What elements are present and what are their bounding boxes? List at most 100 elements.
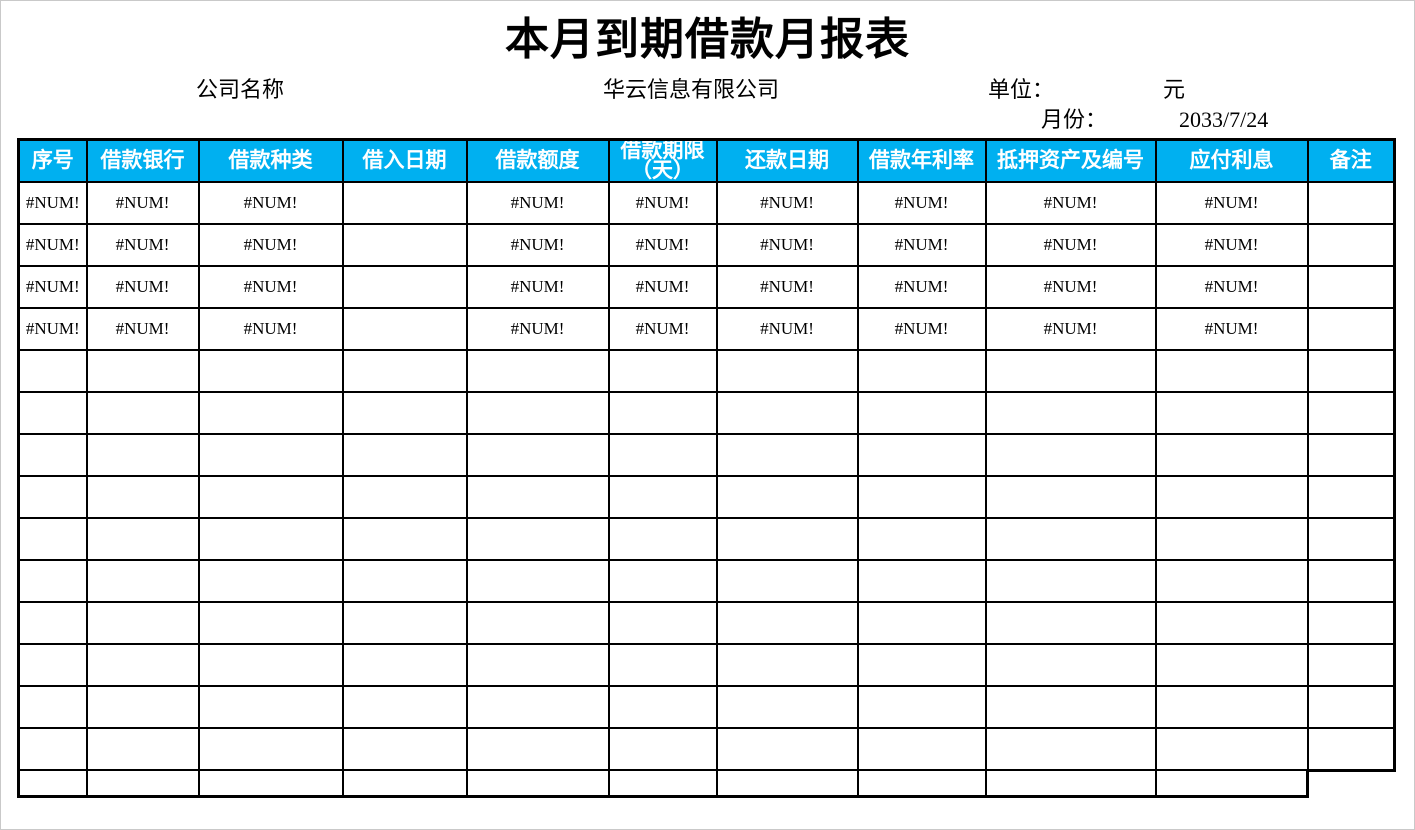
cell-r7c8 — [984, 475, 1157, 519]
col-header-1: 借款银行 — [85, 138, 200, 183]
cell-r8c3 — [341, 517, 468, 561]
cell-r12c9 — [1154, 685, 1309, 729]
unit-label: 单位： — [988, 77, 1055, 102]
cell-r13c1 — [85, 727, 200, 771]
cell-r7c4 — [465, 475, 610, 519]
cell-r9c1 — [85, 559, 200, 603]
cell-r1c2: #NUM! — [197, 223, 344, 267]
table-row — [17, 475, 1396, 519]
cell-r1c1: #NUM! — [85, 223, 200, 267]
cell-r4c6 — [715, 349, 859, 393]
table-row: #NUM! #NUM! #NUM! #NUM! #NUM! #NUM! #NUM! #NUM!… — [17, 307, 1396, 351]
col-header-10: 备注 — [1306, 138, 1396, 183]
cell-r9c8 — [984, 559, 1157, 603]
cell-r9c0 — [17, 559, 88, 603]
cell-r6c8 — [984, 433, 1157, 477]
cell-r12c7 — [856, 685, 987, 729]
cell-r10c5 — [607, 601, 718, 645]
cell-r4c2 — [197, 349, 344, 393]
cell-r8c5 — [607, 517, 718, 561]
cell-r13c0 — [17, 727, 88, 771]
cell-r10c3 — [341, 601, 468, 645]
cell-r12c5 — [607, 685, 718, 729]
cell-r2c8: #NUM! — [984, 265, 1157, 309]
cell-r6c6 — [715, 433, 859, 477]
cell-r5c3 — [341, 391, 468, 435]
cell-r8c1 — [85, 517, 200, 561]
page-title: 本月到期借款月报表 — [505, 15, 910, 64]
cell-r9c6 — [715, 559, 859, 603]
cell-r2c4: #NUM! — [465, 265, 610, 309]
cell-r10c8 — [984, 601, 1157, 645]
cell-r8c2 — [197, 517, 344, 561]
cell-r8c4 — [465, 517, 610, 561]
cell-r4c9 — [1154, 349, 1309, 393]
loan-table-body: #NUM! #NUM! #NUM! #NUM! #NUM! #NUM! #NUM! #NUM!… — [17, 181, 1396, 798]
col-header-2: 借款种类 — [197, 138, 344, 183]
cell-r3c10 — [1306, 307, 1396, 351]
cell-r14c3 — [341, 769, 468, 798]
cell-r4c7 — [856, 349, 987, 393]
cell-r14c0 — [17, 769, 88, 798]
cell-r6c7 — [856, 433, 987, 477]
table-row — [17, 643, 1396, 687]
cell-r2c1: #NUM! — [85, 265, 200, 309]
cell-r4c10 — [1306, 349, 1396, 393]
cell-r6c5 — [607, 433, 718, 477]
cell-r9c2 — [197, 559, 344, 603]
cell-r6c0 — [17, 433, 88, 477]
cell-r7c7 — [856, 475, 987, 519]
cell-r13c4 — [465, 727, 610, 771]
cell-r6c9 — [1154, 433, 1309, 477]
cell-r5c4 — [465, 391, 610, 435]
cell-r7c10 — [1306, 475, 1396, 519]
cell-r1c4: #NUM! — [465, 223, 610, 267]
table-row: #NUM! #NUM! #NUM! #NUM! #NUM! #NUM! #NUM! #NUM!… — [17, 223, 1396, 267]
cell-r0c0: #NUM! — [17, 181, 88, 225]
cell-r3c2: #NUM! — [197, 307, 344, 351]
cell-r0c4: #NUM! — [465, 181, 610, 225]
cell-r3c6: #NUM! — [715, 307, 859, 351]
cell-r14c9 — [1154, 769, 1309, 798]
cell-r11c10 — [1306, 643, 1396, 687]
cell-r3c7: #NUM! — [856, 307, 987, 351]
cell-r3c4: #NUM! — [465, 307, 610, 351]
cell-r3c5: #NUM! — [607, 307, 718, 351]
cell-r7c3 — [341, 475, 468, 519]
cell-r2c0: #NUM! — [17, 265, 88, 309]
table-row — [17, 685, 1396, 729]
cell-r8c7 — [856, 517, 987, 561]
month-label: 月份： — [1041, 107, 1108, 132]
cell-r6c1 — [85, 433, 200, 477]
cell-r10c9 — [1154, 601, 1309, 645]
cell-r9c3 — [341, 559, 468, 603]
cell-r11c8 — [984, 643, 1157, 687]
cell-r12c10 — [1306, 685, 1396, 729]
cell-r8c0 — [17, 517, 88, 561]
cell-r7c0 — [17, 475, 88, 519]
cell-r14c2 — [197, 769, 344, 798]
cell-r4c5 — [607, 349, 718, 393]
company-name-value: 华云信息有限公司 — [603, 77, 780, 102]
cell-r11c3 — [341, 643, 468, 687]
cell-r12c1 — [85, 685, 200, 729]
cell-r0c2: #NUM! — [197, 181, 344, 225]
table-row: #NUM! #NUM! #NUM! #NUM! #NUM! #NUM! #NUM! #NUM!… — [17, 265, 1396, 309]
cell-r13c2 — [197, 727, 344, 771]
cell-r5c9 — [1154, 391, 1309, 435]
cell-r0c1: #NUM! — [85, 181, 200, 225]
cell-r12c6 — [715, 685, 859, 729]
cell-r1c5: #NUM! — [607, 223, 718, 267]
table-row: #NUM! #NUM! #NUM! #NUM! #NUM! #NUM! #NUM! #NUM!… — [17, 181, 1396, 225]
cell-r3c0: #NUM! — [17, 307, 88, 351]
cell-r14c5 — [607, 769, 718, 798]
table-row — [17, 349, 1396, 393]
cell-r0c3 — [341, 181, 468, 225]
cell-r12c8 — [984, 685, 1157, 729]
cell-r9c4 — [465, 559, 610, 603]
unit-value: 元 — [1163, 77, 1186, 102]
cell-r5c8 — [984, 391, 1157, 435]
col-header-8: 抵押资产及编号 — [984, 138, 1157, 183]
cell-r8c9 — [1154, 517, 1309, 561]
cell-r14c10 — [1308, 770, 1395, 796]
